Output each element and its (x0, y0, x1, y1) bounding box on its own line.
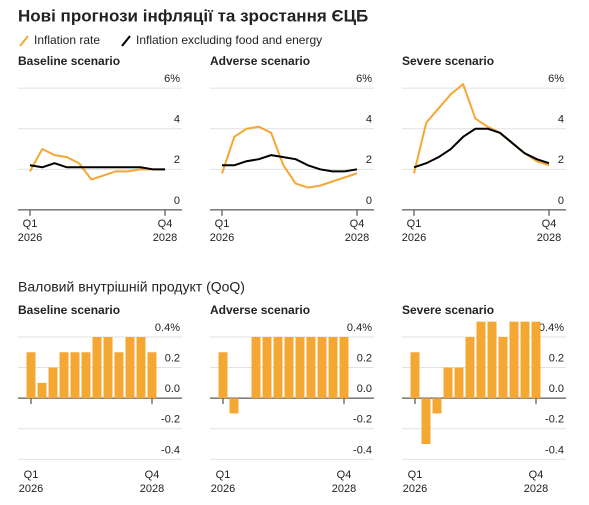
bar (59, 352, 69, 399)
bar (339, 336, 349, 399)
bar (421, 398, 431, 445)
y-tick-label: 0.0 (357, 383, 372, 395)
x-tick-label: Q4 2028 (331, 469, 357, 495)
y-tick-label: 4 (174, 114, 180, 126)
y-tick-label: 6% (356, 73, 372, 85)
bar (262, 336, 272, 399)
bar (498, 336, 508, 399)
x-tick-label: Q4 2028 (523, 469, 549, 495)
panel-title: Severe scenario (402, 54, 494, 68)
bar (147, 352, 157, 399)
y-tick-label: 0.2 (357, 352, 372, 364)
bar (306, 336, 316, 399)
bar (509, 321, 519, 399)
bar (284, 336, 294, 399)
legend-swatch (19, 35, 29, 47)
y-tick-label: 6% (164, 73, 180, 85)
y-tick-label: 0 (558, 195, 564, 207)
x-tick-label: Q4 2028 (152, 218, 178, 244)
bar (520, 321, 530, 399)
panel-title: Baseline scenario (18, 54, 120, 68)
y-tick-label: 0.2 (165, 352, 180, 364)
bar (487, 321, 497, 399)
y-tick-label: 4 (366, 114, 372, 126)
bar (251, 336, 261, 399)
y-tick-label: 0.0 (165, 383, 180, 395)
line (221, 125, 358, 189)
x-tick-label: Q1 2026 (402, 469, 428, 495)
bar (103, 336, 113, 399)
x-tick-label: Q1 2026 (209, 218, 235, 244)
bar (48, 367, 58, 399)
y-tick-label: 2 (174, 154, 180, 166)
bar (273, 336, 283, 399)
legend-label: Inflation rate (34, 33, 100, 47)
panel-title: Baseline scenario (18, 303, 120, 317)
y-tick-label: 0.4% (539, 322, 564, 334)
bar (476, 321, 486, 399)
panel-title: Adverse scenario (210, 54, 310, 68)
bar (454, 367, 464, 399)
bar (136, 336, 146, 399)
section-title: Валовий внутрішній продукт (QoQ) (18, 279, 245, 295)
bar (443, 367, 453, 399)
bar (295, 336, 305, 399)
bar (92, 336, 102, 399)
title: Нові прогнози інфляції та зростання ЄЦБ (18, 6, 368, 25)
bar (432, 398, 442, 414)
line (222, 154, 358, 173)
y-tick-label: -0.4 (161, 444, 180, 456)
x-tick-label: Q1 2026 (18, 469, 44, 495)
bar (125, 336, 135, 399)
bar (328, 336, 338, 399)
bar (81, 352, 91, 399)
y-tick-label: 0.2 (549, 352, 564, 364)
panel-title: Adverse scenario (210, 303, 310, 317)
bar (218, 352, 228, 399)
y-tick-label: 0.0 (549, 383, 564, 395)
x-tick-label: Q1 2026 (210, 469, 236, 495)
line (29, 162, 165, 171)
bar (26, 352, 36, 399)
x-tick-label: Q1 2026 (401, 218, 427, 244)
y-tick-label: -0.2 (353, 414, 372, 426)
bar (531, 321, 541, 399)
bar (465, 336, 475, 399)
y-tick-label: -0.4 (353, 444, 372, 456)
line (413, 127, 550, 169)
bar (229, 398, 239, 414)
bar (70, 352, 80, 399)
bar (37, 382, 47, 399)
legend-label: Inflation excluding food and energy (136, 33, 322, 47)
x-tick-label: Q4 2028 (139, 469, 165, 495)
x-tick-label: Q4 2028 (344, 218, 370, 244)
line (29, 148, 165, 181)
y-tick-label: 0 (366, 195, 372, 207)
y-tick-label: 2 (366, 154, 372, 166)
y-tick-label: 2 (558, 154, 564, 166)
y-tick-label: 0.4% (155, 322, 180, 334)
legend-swatch (121, 35, 131, 47)
y-tick-label: 4 (558, 114, 564, 126)
bar (317, 336, 327, 399)
y-tick-label: -0.2 (161, 414, 180, 426)
y-tick-label: 0.4% (347, 322, 372, 334)
bar (410, 352, 420, 399)
y-tick-label: -0.4 (545, 444, 564, 456)
panel-title: Severe scenario (402, 303, 494, 317)
x-tick-label: Q4 2028 (536, 218, 562, 244)
x-tick-label: Q1 2026 (17, 218, 43, 244)
y-tick-label: -0.2 (545, 414, 564, 426)
bar (114, 352, 124, 399)
y-tick-label: 6% (548, 73, 564, 85)
y-tick-label: 0 (174, 195, 180, 207)
